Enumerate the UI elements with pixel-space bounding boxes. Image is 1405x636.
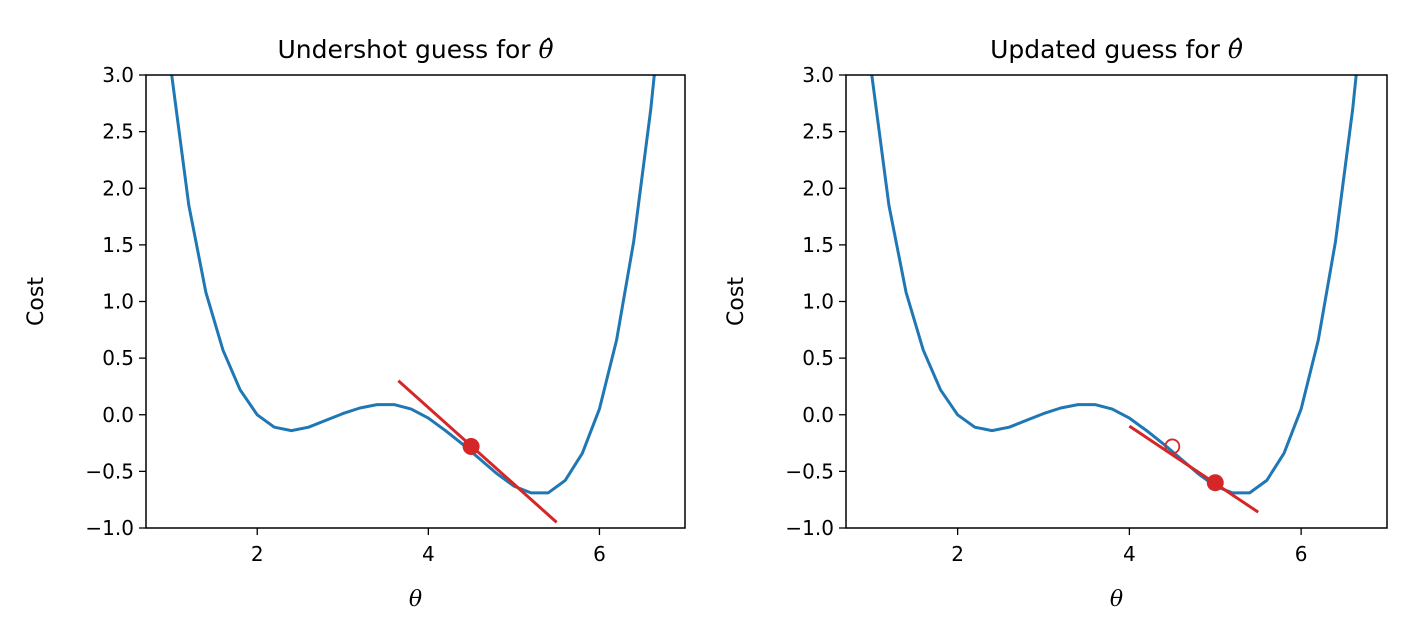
chart-panel-1: 2 4 6 −1.0 −0.5 0.0 0.5 1.0 1.5 2.0 2.5 3.0 θ Cost Und… xyxy=(24,35,686,612)
x-tick-label: 4 xyxy=(1123,542,1136,566)
y-tick-label: −1.0 xyxy=(785,516,834,540)
x-tick-label: 2 xyxy=(251,542,264,566)
x-axis-label: θ xyxy=(1110,587,1123,612)
y-axis-label: Cost xyxy=(724,277,749,326)
cost-curve-line xyxy=(170,75,656,495)
x-tick-label: 4 xyxy=(422,542,435,566)
chart-title: Undershot guess for θ̂ xyxy=(277,35,553,64)
chart-title-text: Undershot guess for xyxy=(277,35,538,64)
previous-guess-point xyxy=(1164,438,1181,455)
chart-title: Updated guess for θ̂ xyxy=(990,35,1243,64)
chart-title-symbol: θ̂ xyxy=(538,35,553,64)
x-tick-label: 6 xyxy=(1295,542,1308,566)
y-tick-label: 3.0 xyxy=(102,63,134,87)
y-tick-label: 0.0 xyxy=(102,403,134,427)
chart-title-text: Updated guess for xyxy=(990,35,1228,64)
y-tick-label: 3.0 xyxy=(802,63,834,87)
y-axis-label: Cost xyxy=(24,277,49,326)
y-tick-label: 2.0 xyxy=(802,176,834,200)
y-tick-label: 2.5 xyxy=(802,120,834,144)
plot-area xyxy=(870,75,1358,514)
y-tick-label: 1.5 xyxy=(102,233,134,257)
y-tick-label: −0.5 xyxy=(85,459,134,483)
y-tick-label: −1.0 xyxy=(85,516,134,540)
plot-area xyxy=(170,75,656,524)
y-tick-label: 0.5 xyxy=(102,346,134,370)
y-tick-label: 2.5 xyxy=(102,120,134,144)
y-tick-label: 0.0 xyxy=(802,403,834,427)
y-tick-label: 0.5 xyxy=(802,346,834,370)
y-tick-label: 1.0 xyxy=(802,290,834,314)
current-guess-point xyxy=(462,437,480,455)
y-tick-label: 1.0 xyxy=(102,290,134,314)
tangent-line xyxy=(1128,424,1260,514)
x-tick-label: 6 xyxy=(593,542,606,566)
y-tick-label: 1.5 xyxy=(802,233,834,257)
y-tick-label: −0.5 xyxy=(785,459,834,483)
y-tick-label: 2.0 xyxy=(102,176,134,200)
chart-panel-2: 2 4 6 −1.0 −0.5 0.0 0.5 1.0 1.5 2.0 2.5 3.0 θ Cost Upd… xyxy=(724,35,1388,612)
current-guess-point xyxy=(1206,474,1224,492)
x-tick-label: 2 xyxy=(951,542,964,566)
x-axis-label: θ xyxy=(409,587,422,612)
cost-curve-line xyxy=(870,75,1358,495)
chart-title-symbol: θ̂ xyxy=(1228,35,1243,64)
